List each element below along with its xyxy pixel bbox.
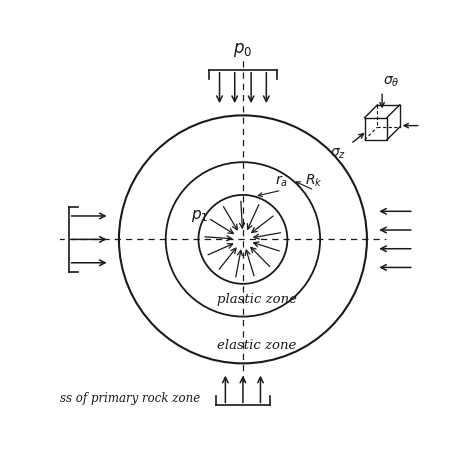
Text: $\sigma_\theta$: $\sigma_\theta$ [383,74,400,89]
Text: ss of primary rock zone: ss of primary rock zone [61,392,201,405]
Text: $r_a$: $r_a$ [275,173,288,189]
Text: $p_0$: $p_0$ [233,41,253,59]
Text: plastic zone: plastic zone [217,292,297,306]
Text: elastic zone: elastic zone [217,339,297,352]
Text: $\sigma_z$: $\sigma_z$ [330,146,346,161]
Text: $p_1$: $p_1$ [191,208,209,224]
Text: $R_k$: $R_k$ [305,173,323,189]
